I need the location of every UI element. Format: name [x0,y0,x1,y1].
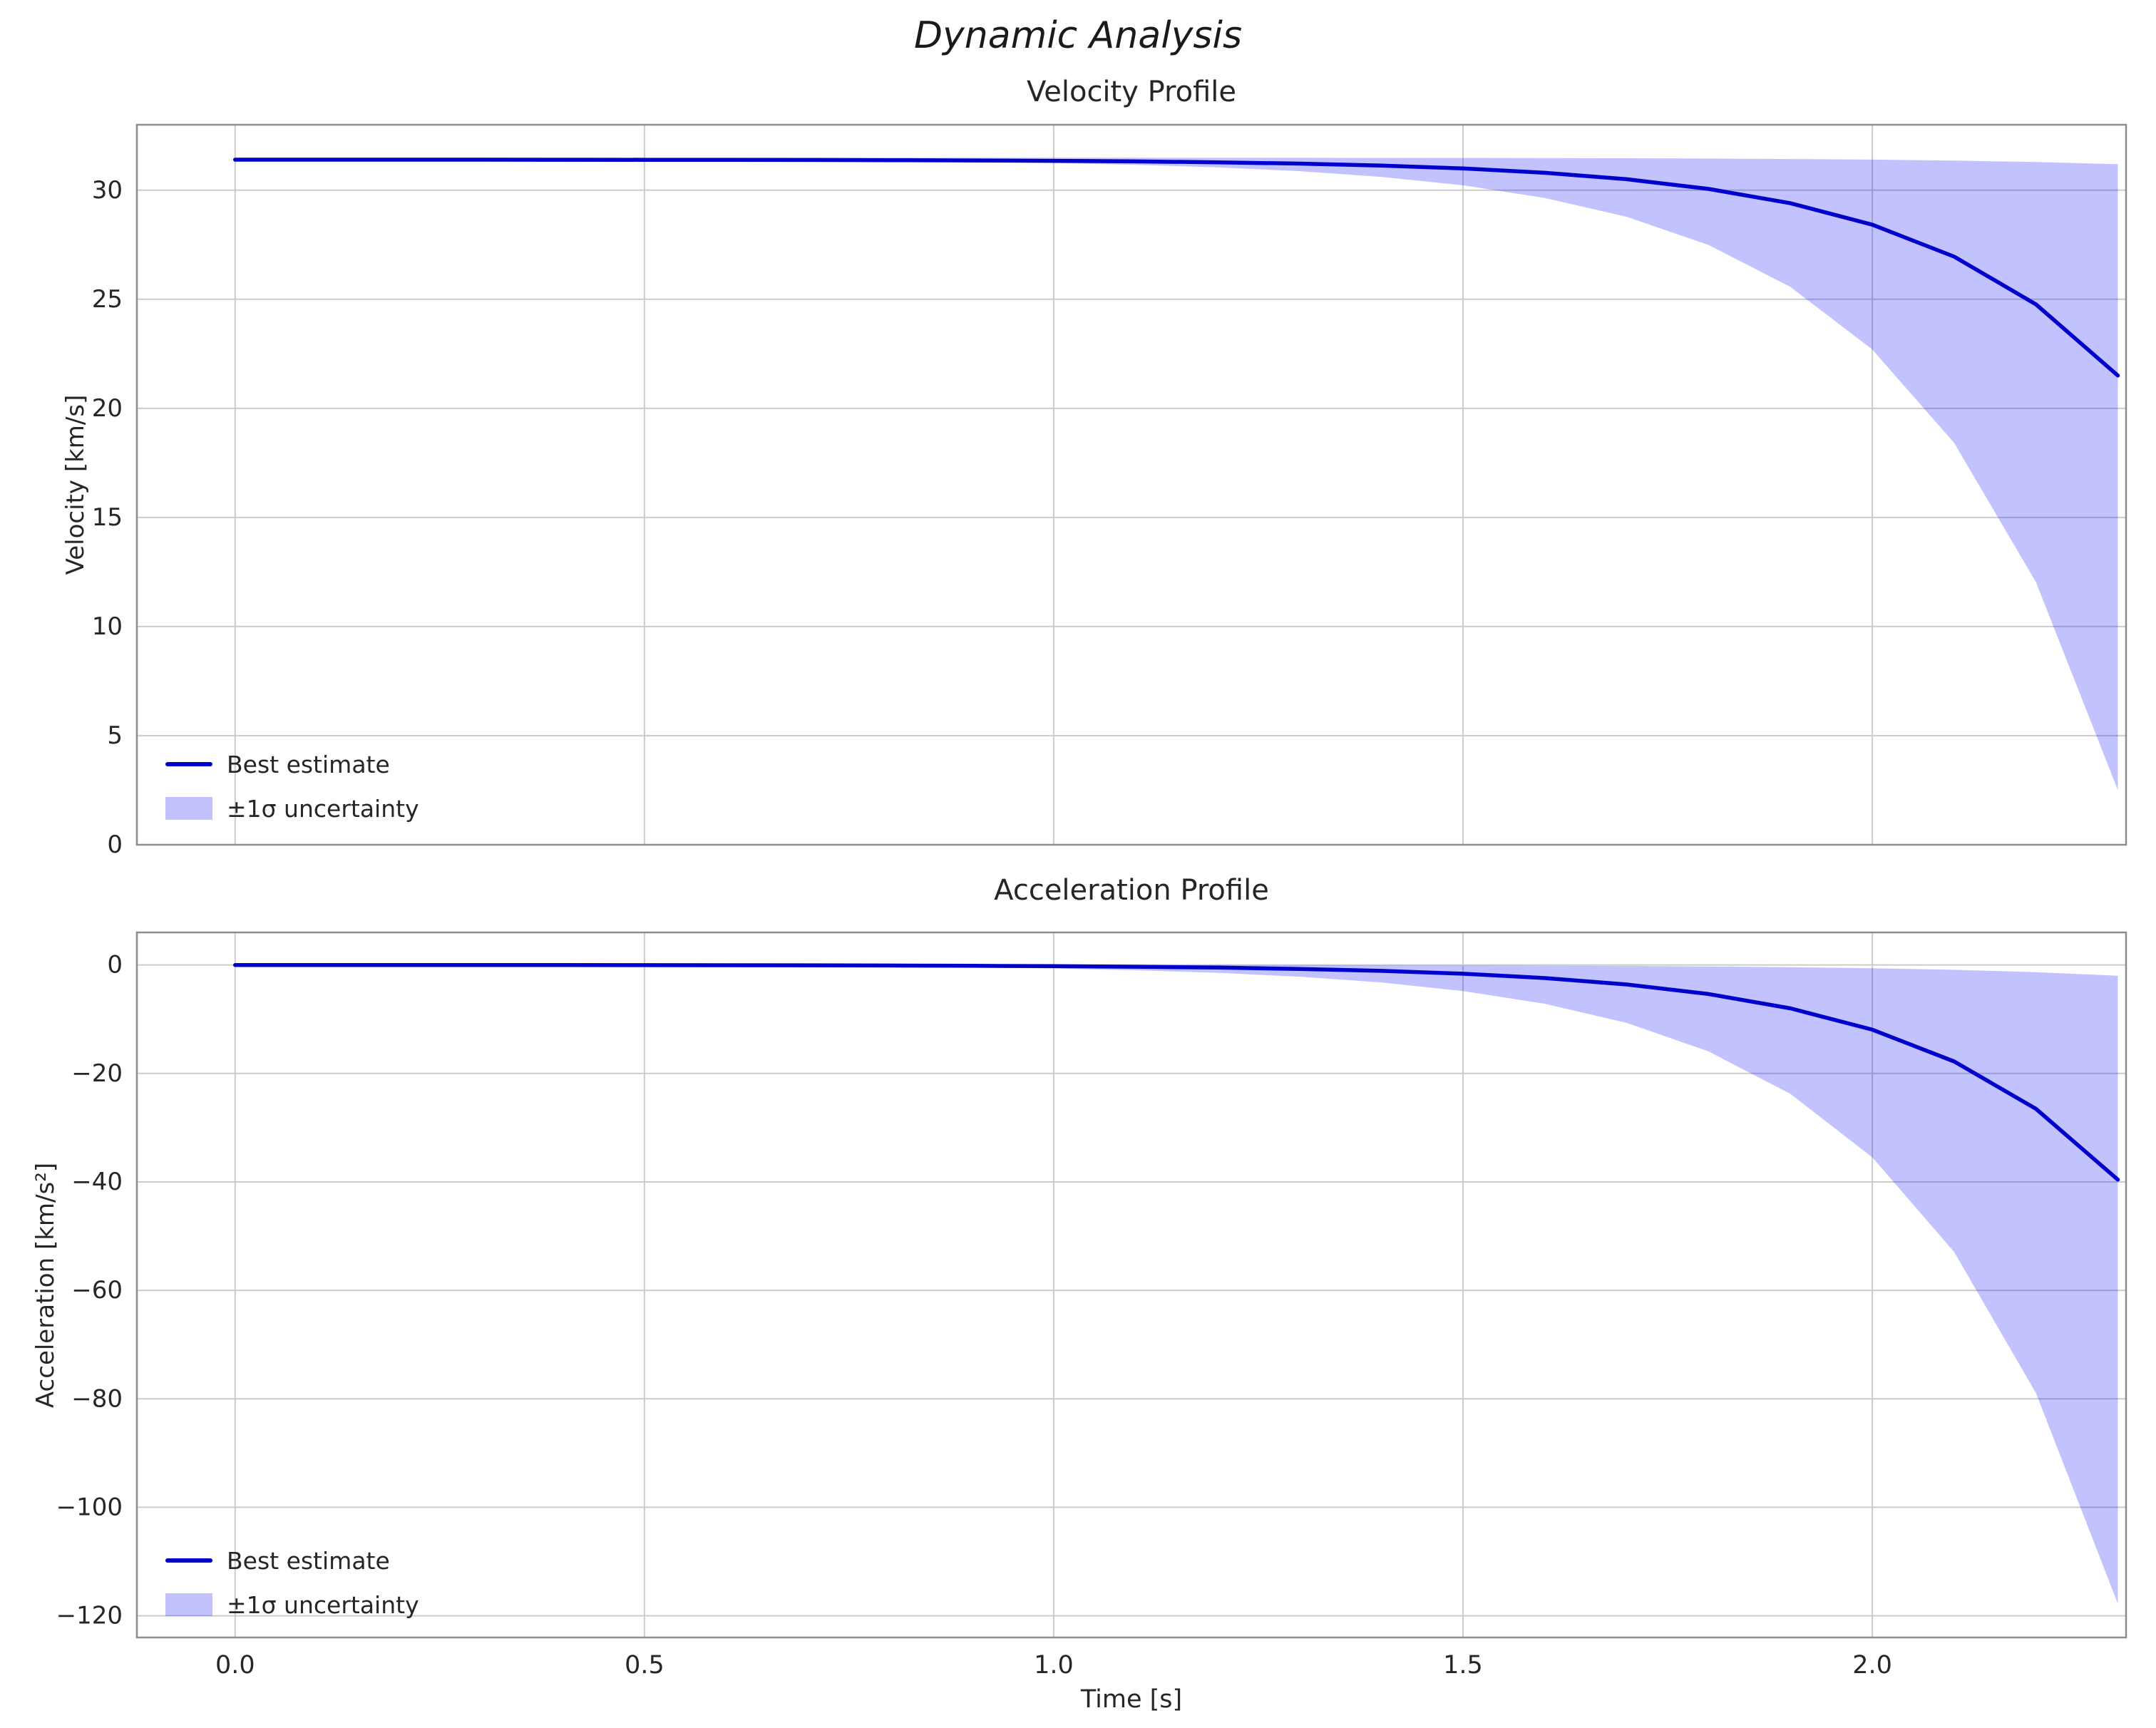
acceleration-best-estimate-line [233,962,2120,1182]
y-tick-label: −40 [71,1168,123,1196]
y-tick-label: 0 [107,951,123,979]
legend-label: Best estimate [227,1546,390,1575]
acceleration-uncertainty-band [235,965,2118,1604]
y-tick-label: −20 [71,1059,123,1088]
y-tick-label: −80 [71,1384,123,1413]
time-x-axis-label: Time [s] [1080,1685,1183,1714]
velocity-y-axis-label: Velocity [km/s] [61,394,90,575]
line-sample-swatch [165,762,212,766]
acceleration-plot-title: Acceleration Profile [994,874,1269,907]
velocity-spines [135,123,2127,846]
y-tick-label: 10 [92,612,123,641]
line-sample-swatch [165,1558,212,1563]
velocity-axes: 0 5 10 15 20 25 30 [92,123,2127,859]
y-tick-label: 25 [92,285,123,314]
legend-item-best-estimate: Best estimate [165,744,419,785]
acceleration-axes: 0 −20 −40 −60 −80 −100 −120 0.0 0.5 1.0 1.5 2.0 [56,931,2127,1680]
legend-item-best-estimate: Best estimate [165,1540,419,1581]
y-tick-label: −120 [56,1602,123,1630]
x-tick-label: 1.0 [1034,1651,1074,1680]
y-tick-label: 0 [107,830,123,859]
velocity-best-estimate-line [233,158,2120,378]
velocity-plot-title: Velocity Profile [1026,76,1236,108]
legend-item-uncertainty: ±1σ uncertainty [165,1584,419,1625]
y-tick-label: 5 [107,721,123,750]
x-tick-label: 2.0 [1852,1651,1892,1680]
acceleration-legend: Best estimate ±1σ uncertainty [165,1540,419,1625]
acceleration-y-axis-label: Acceleration [km/s²] [31,1162,60,1409]
legend-label: ±1σ uncertainty [227,794,419,823]
band-sample-swatch [165,1593,212,1616]
band-sample-swatch [165,797,212,820]
x-tick-label: 0.5 [625,1651,664,1680]
legend-label: ±1σ uncertainty [227,1590,419,1619]
y-tick-label: 15 [92,503,123,532]
acceleration-spines [135,931,2127,1639]
x-tick-label: 1.5 [1443,1651,1483,1680]
legend-label: Best estimate [227,750,390,778]
y-tick-label: −60 [71,1276,123,1305]
legend-item-uncertainty: ±1σ uncertainty [165,788,419,829]
velocity-uncertainty-band [235,158,2118,791]
y-tick-label: 30 [92,176,123,205]
figure-title: Dynamic Analysis [913,14,1243,57]
y-tick-label: −100 [56,1493,123,1521]
x-tick-label: 0.0 [215,1651,255,1680]
y-tick-label: 20 [92,394,123,423]
velocity-legend: Best estimate ±1σ uncertainty [165,744,419,829]
